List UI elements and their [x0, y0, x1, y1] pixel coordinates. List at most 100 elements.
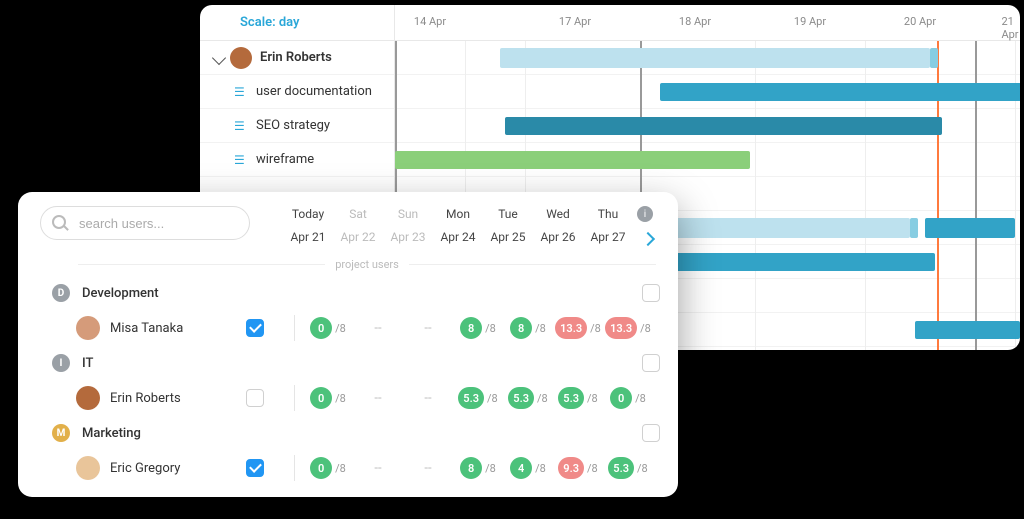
task-icon: ☰ [234, 85, 248, 99]
workload-cell: -- [353, 461, 403, 476]
date-header: Apr 25 [483, 230, 533, 244]
avatar [76, 316, 100, 340]
user-row[interactable]: Erin Roberts0/8----5.3/85.3/85.3/80/8 [18, 379, 678, 417]
group-checkbox[interactable] [642, 354, 660, 372]
chevron-down-icon[interactable] [212, 50, 226, 64]
day-header: Sun [383, 207, 433, 221]
avatar [76, 386, 100, 410]
day-header: Mon [433, 207, 483, 221]
group-row[interactable]: MMarketing [18, 417, 678, 449]
gantt-date-label: 14 Apr [414, 15, 446, 28]
workload-cell: 13.3/8 [553, 317, 603, 339]
workload-capacity: /8 [535, 322, 546, 335]
user-name: Misa Tanaka [110, 321, 246, 336]
group-row[interactable]: D Development [18, 277, 678, 309]
user-row[interactable]: Misa Tanaka0/8----8/88/813.3/813.3/8 [18, 309, 678, 347]
gantt-scale-label[interactable]: Scale: day [200, 5, 395, 40]
workload-empty: -- [424, 391, 431, 406]
user-row[interactable]: Eric Gregory0/8----8/84/89.3/85.3/8 [18, 449, 678, 487]
gantt-date-label: 19 Apr [794, 15, 826, 28]
workload-cell: 0/8 [303, 387, 353, 409]
next-week-icon[interactable] [641, 232, 655, 246]
workload-cell: -- [353, 391, 403, 406]
user-name: Erin Roberts [110, 391, 246, 406]
separator [294, 455, 295, 481]
gantt-bar[interactable] [930, 48, 938, 68]
workload-capacity: /8 [487, 392, 498, 405]
workload-value: 13.3 [605, 317, 637, 339]
gantt-date-label: 17 Apr [559, 15, 591, 28]
user-checkbox[interactable] [246, 389, 264, 407]
user-checkbox[interactable] [246, 319, 264, 337]
day-header: Tue [483, 207, 533, 221]
workload-value: 0 [310, 317, 332, 339]
separator [294, 315, 295, 341]
workload-capacity: /8 [335, 392, 346, 405]
workload-empty: -- [374, 321, 381, 336]
date-header: Apr 27 [583, 230, 633, 244]
day-header: Thu [583, 207, 633, 221]
gantt-bar[interactable] [910, 218, 918, 238]
group-badge: M [52, 424, 70, 442]
workload-cell: 9.3/8 [553, 457, 603, 479]
gantt-owner-name: Erin Roberts [260, 50, 332, 65]
workload-cell: 5.3/8 [603, 457, 653, 479]
group-row[interactable]: IIT [18, 347, 678, 379]
workload-panel: TodaySatSunMonTueWedThui Apr 21Apr 22Apr… [18, 192, 678, 497]
user-checkbox[interactable] [246, 459, 264, 477]
gantt-bar[interactable] [660, 83, 1020, 101]
avatar [76, 456, 100, 480]
group-checkbox[interactable] [642, 284, 660, 302]
workload-capacity: /8 [587, 462, 598, 475]
date-header: Apr 24 [433, 230, 483, 244]
workload-cell: 8/8 [453, 317, 503, 339]
info-icon[interactable]: i [637, 206, 653, 222]
workload-capacity: /8 [535, 462, 546, 475]
workload-capacity: /8 [587, 392, 598, 405]
gantt-bar[interactable] [395, 151, 750, 169]
date-header: Apr 22 [333, 230, 383, 244]
workload-capacity: /8 [537, 392, 548, 405]
day-header: Today [283, 207, 333, 221]
task-icon: ☰ [234, 153, 248, 167]
gantt-bar[interactable] [915, 321, 1020, 339]
workload-cell: 5.3/8 [503, 387, 553, 409]
gantt-bar[interactable] [500, 48, 930, 68]
task-icon: ☰ [234, 119, 248, 133]
day-header: Wed [533, 207, 583, 221]
date-header: Apr 21 [283, 230, 333, 244]
gantt-bar[interactable] [505, 117, 942, 135]
gantt-owner-row[interactable]: Erin Roberts [200, 41, 394, 75]
gantt-task-row[interactable]: ☰ SEO strategy [200, 109, 394, 143]
workload-value: 5.3 [508, 387, 534, 409]
workload-value: 0 [610, 387, 632, 409]
gantt-date-label: 21 Apr [1001, 15, 1018, 41]
workload-value: 13.3 [555, 317, 587, 339]
gantt-task-label: wireframe [256, 152, 314, 167]
workload-value: 9.3 [558, 457, 584, 479]
gantt-task-label: SEO strategy [256, 118, 330, 133]
workload-empty: -- [424, 321, 431, 336]
workload-cell: 0/8 [303, 317, 353, 339]
workload-cell: 0/8 [303, 457, 353, 479]
workload-value: 8 [460, 457, 482, 479]
workload-value: 5.3 [608, 457, 634, 479]
gantt-task-row[interactable]: ☰ wireframe [200, 143, 394, 177]
group-name: Development [82, 286, 642, 301]
user-name: Eric Gregory [110, 461, 246, 476]
group-checkbox[interactable] [642, 424, 660, 442]
date-header-row: Apr 21Apr 22Apr 23Apr 24Apr 25Apr 26Apr … [283, 230, 678, 244]
group-badge: D [52, 284, 70, 302]
workload-capacity: /8 [485, 462, 496, 475]
date-header: Apr 23 [383, 230, 433, 244]
workload-cell: 4/8 [503, 457, 553, 479]
workload-cell: -- [403, 321, 453, 336]
workload-capacity: /8 [637, 462, 648, 475]
search-input[interactable] [40, 206, 250, 240]
gantt-task-row[interactable]: ☰user documentation [200, 75, 394, 109]
workload-capacity: /8 [335, 322, 346, 335]
gantt-bar[interactable] [925, 218, 1015, 238]
workload-capacity: /8 [335, 462, 346, 475]
workload-value: 5.3 [458, 387, 484, 409]
workload-value: 8 [460, 317, 482, 339]
